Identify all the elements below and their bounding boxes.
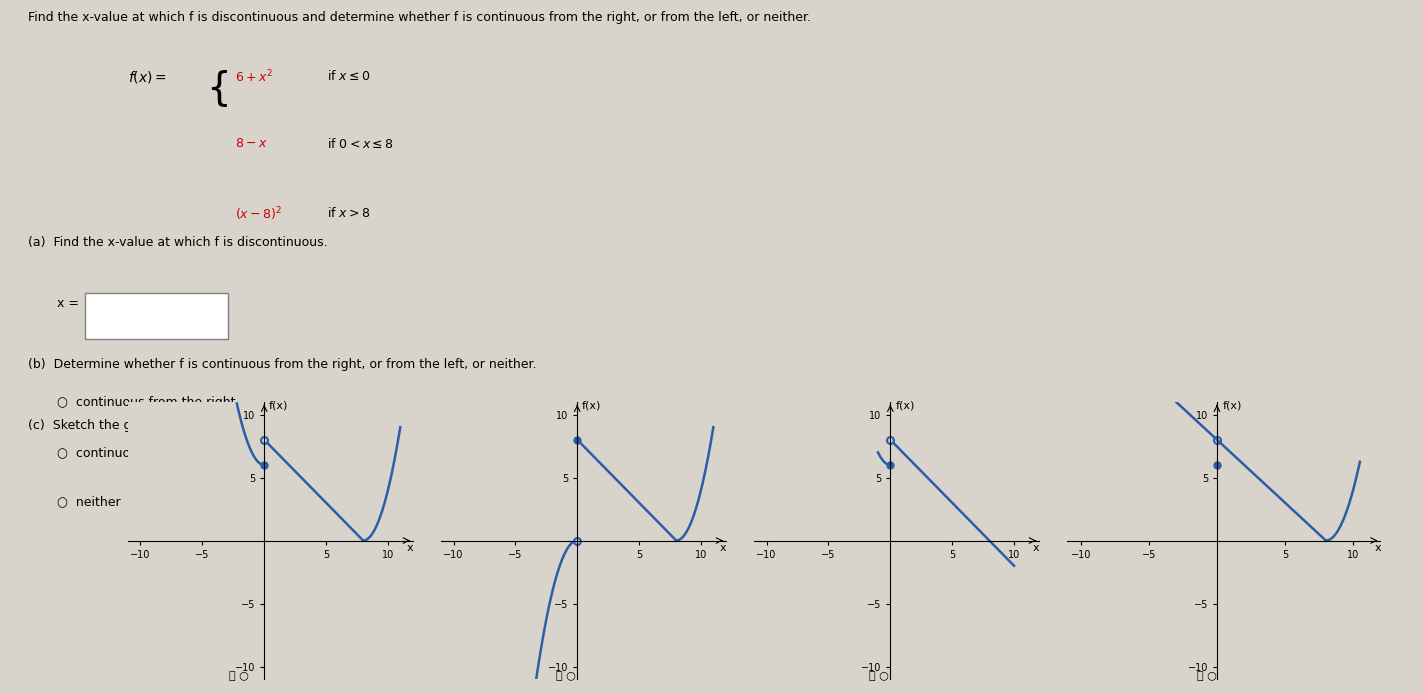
Text: x: x: [1375, 543, 1380, 552]
Text: $f(x) =$: $f(x) =$: [128, 69, 166, 85]
Text: f(x): f(x): [1222, 401, 1242, 410]
Text: $8 - x$: $8 - x$: [235, 137, 268, 150]
Text: x: x: [407, 543, 414, 552]
Text: ○  continuous from the left: ○ continuous from the left: [57, 446, 226, 459]
Text: {: {: [206, 69, 231, 107]
Text: x =: x =: [57, 297, 78, 310]
Text: $6 + x^2$: $6 + x^2$: [235, 69, 273, 85]
Text: x: x: [720, 543, 727, 552]
Text: (a)  Find the x-value at which f is discontinuous.: (a) Find the x-value at which f is disco…: [28, 236, 329, 249]
FancyBboxPatch shape: [85, 294, 228, 340]
Text: (c)  Sketch the graph of f. (Select the correct graph.): (c) Sketch the graph of f. (Select the c…: [28, 419, 359, 432]
Text: f(x): f(x): [582, 401, 602, 410]
Text: ○  continuous from the right: ○ continuous from the right: [57, 396, 235, 410]
Text: if $0 < x \leq 8$: if $0 < x \leq 8$: [327, 137, 394, 151]
Text: Find the x-value at which f is discontinuous and determine whether f is continuo: Find the x-value at which f is discontin…: [28, 12, 811, 24]
Text: $(x - 8)^2$: $(x - 8)^2$: [235, 206, 282, 223]
Text: ⓘ ○: ⓘ ○: [556, 671, 576, 681]
Text: ○  neither: ○ neither: [57, 495, 121, 509]
Text: if $x \leq 0$: if $x \leq 0$: [327, 69, 371, 82]
Text: x: x: [1033, 543, 1040, 552]
Text: f(x): f(x): [895, 401, 915, 410]
Text: ⓘ ○: ⓘ ○: [229, 671, 249, 681]
Text: f(x): f(x): [269, 401, 289, 410]
Text: (b)  Determine whether f is continuous from the right, or from the left, or neit: (b) Determine whether f is continuous fr…: [28, 358, 536, 371]
Text: ⓘ ○: ⓘ ○: [1197, 671, 1217, 681]
Text: ⓘ ○: ⓘ ○: [869, 671, 889, 681]
Text: if $x > 8$: if $x > 8$: [327, 206, 371, 220]
